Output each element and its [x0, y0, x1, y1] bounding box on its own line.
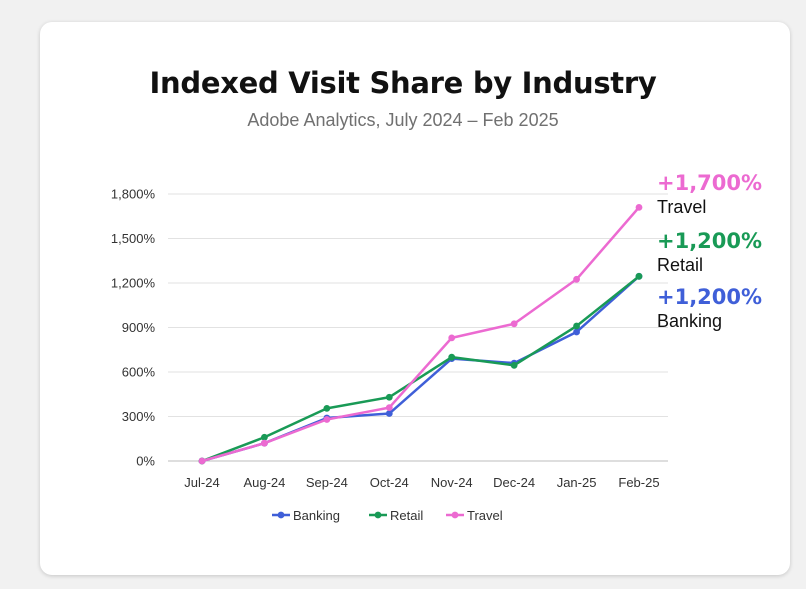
annotation-label: Travel — [657, 197, 706, 217]
legend-marker — [374, 511, 382, 519]
data-point-travel — [261, 439, 268, 447]
data-point-travel — [385, 404, 393, 411]
data-point-retail — [573, 322, 580, 330]
annotation-value: +1,200% — [657, 229, 762, 253]
x-tick-label: Jul-24 — [184, 475, 219, 490]
legend-marker — [451, 511, 459, 519]
data-point-retail — [510, 361, 518, 369]
data-point-retail — [261, 433, 268, 441]
data-point-travel — [573, 275, 580, 283]
series-line-banking — [201, 275, 640, 463]
legend-marker — [277, 511, 285, 519]
data-point-retail — [323, 404, 331, 412]
annotation-value: +1,200% — [657, 285, 762, 309]
annotation-label: Banking — [657, 311, 722, 331]
x-tick-label: Feb-25 — [618, 475, 659, 490]
data-point-banking — [573, 328, 580, 336]
y-tick-label: 0% — [136, 454, 155, 469]
data-point-travel — [198, 457, 206, 465]
series-line-retail — [201, 275, 640, 463]
y-tick-label: 1,500% — [111, 231, 156, 246]
chart-card — [40, 22, 790, 575]
chart-subtitle: Adobe Analytics, July 2024 – Feb 2025 — [247, 110, 559, 130]
chart-title: Indexed Visit Share by Industry — [149, 66, 657, 100]
series-line-travel — [201, 206, 640, 463]
y-tick-label: 1,200% — [111, 276, 156, 291]
data-point-retail — [635, 272, 643, 280]
x-tick-label: Sep-24 — [306, 475, 348, 490]
x-tick-label: Nov-24 — [431, 475, 473, 490]
x-tick-label: Jan-25 — [557, 475, 597, 490]
annotation-label: Retail — [657, 255, 703, 275]
legend-label: Retail — [390, 508, 423, 523]
data-point-travel — [635, 203, 643, 211]
y-tick-label: 600% — [122, 365, 156, 380]
legend-label: Travel — [467, 508, 503, 523]
x-tick-label: Aug-24 — [243, 475, 285, 490]
x-tick-label: Dec-24 — [493, 475, 535, 490]
y-tick-label: 900% — [122, 320, 156, 335]
data-point-retail — [448, 353, 456, 361]
data-point-travel — [510, 320, 518, 328]
data-point-travel — [323, 416, 331, 423]
data-point-retail — [385, 393, 393, 401]
annotation-value: +1,700% — [657, 171, 762, 195]
data-point-banking — [385, 410, 393, 417]
y-tick-label: 300% — [122, 409, 156, 424]
data-point-travel — [448, 334, 456, 342]
x-tick-label: Oct-24 — [370, 475, 409, 490]
legend-label: Banking — [293, 508, 340, 523]
y-tick-label: 1,800% — [111, 187, 156, 202]
